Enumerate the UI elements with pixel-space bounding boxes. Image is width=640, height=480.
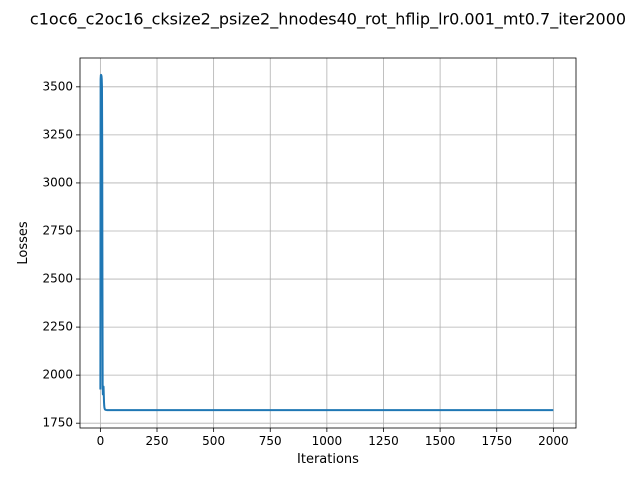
- x-axis-label: Iterations: [297, 452, 359, 467]
- y-tick-label: 2250: [42, 320, 73, 334]
- x-tick-label: 1750: [481, 434, 512, 448]
- plot-frame: [80, 58, 576, 428]
- y-tick-label: 2750: [42, 223, 73, 237]
- x-tick-label: 1500: [425, 434, 456, 448]
- x-tick-label: 2000: [538, 434, 569, 448]
- x-tick-label: 500: [202, 434, 225, 448]
- y-tick-label: 2000: [42, 368, 73, 382]
- y-tick-label: 3500: [42, 79, 73, 93]
- x-tick-label: 250: [146, 434, 169, 448]
- y-tick-label: 2500: [42, 272, 73, 286]
- chart-title: c1oc6_c2oc16_cksize2_psize2_hnodes40_rot…: [30, 10, 626, 30]
- y-tick-label: 3250: [42, 127, 73, 141]
- grid-layer: [80, 58, 576, 428]
- x-tick-label: 0: [97, 434, 105, 448]
- y-axis-label: Losses: [16, 221, 31, 265]
- x-tick-label: 750: [259, 434, 282, 448]
- y-tick-label: 1750: [42, 416, 73, 430]
- x-tick-label: 1250: [368, 434, 399, 448]
- y-tick-label: 3000: [42, 175, 73, 189]
- x-tick-label: 1000: [312, 434, 343, 448]
